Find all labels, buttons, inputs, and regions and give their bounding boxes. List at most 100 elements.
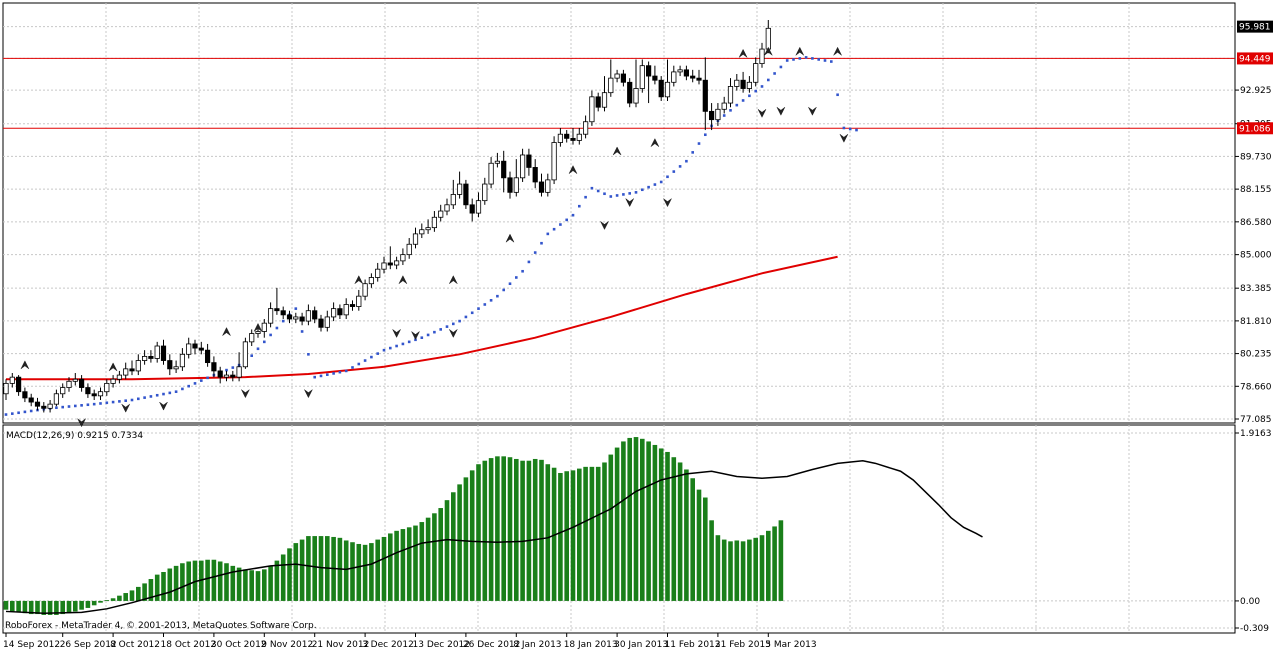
candle-bull <box>759 48 765 65</box>
price-tick-label: 88.155 <box>1240 185 1272 195</box>
sar-dot <box>370 355 373 359</box>
candle-bull <box>104 382 110 393</box>
macd-bar <box>539 459 544 601</box>
macd-bar <box>621 441 626 601</box>
macd-bar <box>740 541 746 601</box>
candle-bull <box>123 368 129 376</box>
candle-bull <box>223 374 230 378</box>
candle-bear <box>349 304 356 307</box>
price-levels <box>3 57 1235 129</box>
time-tick-label: 30 Jan 2013 <box>614 640 668 650</box>
fractal-up-icon <box>738 48 748 58</box>
sar-dot <box>578 204 581 208</box>
fractal-down-icon <box>776 107 786 116</box>
sar-dot <box>407 340 411 344</box>
macd-bar <box>514 458 519 601</box>
sar-dot <box>779 65 783 69</box>
fractal-down-icon <box>121 403 130 413</box>
price-tag <box>1237 52 1273 65</box>
candle-bull <box>242 341 248 368</box>
sar-dot <box>376 352 379 355</box>
candle-bull <box>450 194 456 206</box>
candle-bull <box>715 108 721 121</box>
macd-bar <box>715 535 721 601</box>
sar-dot <box>842 126 846 130</box>
candle-bull <box>293 316 299 320</box>
sar-dot <box>628 192 631 195</box>
price-tick-label: 85.000 <box>1240 251 1272 261</box>
sar-dot <box>250 354 253 358</box>
candle-bear <box>286 314 293 320</box>
macd-bar <box>677 462 683 601</box>
macd-bar <box>60 600 65 615</box>
fractal-down-icon <box>839 134 849 143</box>
macd-bar <box>577 468 582 601</box>
fractal-down-icon <box>77 418 86 428</box>
candle-bull <box>614 73 620 79</box>
macd-bar <box>564 471 569 601</box>
sar-dot <box>439 328 442 331</box>
macd-bar <box>469 470 475 601</box>
macd-bar <box>205 559 210 601</box>
candle-bull <box>727 86 734 104</box>
candle-bull <box>116 374 122 380</box>
price-axis[interactable]: 77.085 78.660 80.235 81.810 83.385 85.000 86.5… <box>1235 20 1273 425</box>
watermark: RoboForex - MetaTrader 4, © 2001-2013, M… <box>5 621 317 631</box>
macd-bar <box>419 522 425 601</box>
macd-bar <box>451 492 456 601</box>
sar-dot <box>848 127 852 131</box>
price-tick-label: 92.925 <box>1240 86 1272 96</box>
macd-bar <box>73 600 78 612</box>
macd-bar <box>753 537 758 601</box>
price-tag-label: 91.086 <box>1239 124 1271 134</box>
sar-dot <box>231 366 235 369</box>
sar-dot <box>741 99 745 102</box>
sar-dot <box>281 319 285 323</box>
fractal-up-icon <box>449 275 458 284</box>
candle-bear <box>312 310 318 320</box>
candle-bull <box>475 200 482 214</box>
sar-dot <box>704 133 707 137</box>
candle-bull <box>721 102 727 110</box>
candle-bull <box>179 353 185 368</box>
candle-bull <box>393 260 400 266</box>
sar-dot <box>105 401 109 405</box>
candle-bear <box>501 160 507 179</box>
sar-dot <box>722 114 726 117</box>
sar-dot <box>647 185 650 189</box>
candle-bull <box>734 79 740 87</box>
candles <box>3 20 771 413</box>
sar-dot <box>338 370 342 374</box>
macd-bar <box>721 539 727 601</box>
time-tick-label: 9 Nov 2012 <box>261 640 313 650</box>
time-tick-label: 21 Feb 2013 <box>715 640 771 650</box>
candle-bull <box>60 387 66 395</box>
macd-bar <box>425 517 431 601</box>
sar-dot <box>515 276 518 279</box>
macd-bar <box>356 543 362 601</box>
macd-bar <box>306 536 311 601</box>
macd-bar <box>224 563 229 601</box>
macd-bar <box>495 456 500 601</box>
macd-bar <box>129 590 135 601</box>
candle-bear <box>22 391 28 399</box>
time-tick-label: 5 Mar 2013 <box>765 640 816 650</box>
fractal-down-icon <box>600 221 609 230</box>
macd-bar <box>41 600 47 615</box>
fractal-up-icon <box>795 46 805 56</box>
sar-dot <box>603 192 606 196</box>
sar-dot <box>326 373 329 376</box>
sar-dot <box>508 282 512 286</box>
sar-dot <box>162 392 165 396</box>
fractal-down-icon <box>392 329 401 338</box>
sar-dot <box>155 393 159 397</box>
candle-bear <box>652 75 658 81</box>
price-tick-label: 77.085 <box>1240 415 1272 425</box>
macd-bar <box>614 447 620 601</box>
macd-bar <box>558 472 563 601</box>
sar-dot <box>149 395 153 398</box>
candle-bull <box>444 204 450 212</box>
candle-bear <box>526 154 532 168</box>
macd-bar <box>432 513 437 601</box>
